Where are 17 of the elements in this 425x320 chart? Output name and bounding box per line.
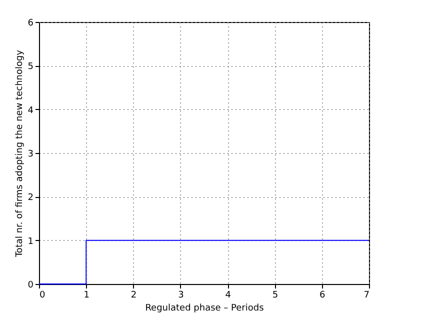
y-tick-label: 6 — [28, 18, 34, 28]
x-tick-label: 5 — [272, 290, 278, 300]
x-tick-label: 1 — [84, 290, 90, 300]
x-tick-label: 0 — [40, 290, 46, 300]
y-tick-label: 1 — [28, 236, 34, 247]
y-axis-title: Total nr. of firms adopting the new technology — [14, 49, 25, 258]
y-tick-label: 4 — [28, 106, 34, 116]
y-tick-label: 5 — [28, 62, 34, 72]
x-tick-label: 4 — [225, 290, 232, 300]
x-tick-label: 6 — [319, 290, 326, 300]
y-tick-label: 0 — [28, 280, 34, 290]
y-tick-label: 3 — [28, 150, 34, 160]
x-tick-label: 3 — [178, 290, 184, 300]
y-tick-label: 2 — [28, 193, 34, 204]
x-tick-label: 7 — [364, 290, 370, 300]
x-axis-title: Regulated phase – Periods — [145, 304, 264, 314]
x-tick-label: 2 — [130, 290, 137, 300]
